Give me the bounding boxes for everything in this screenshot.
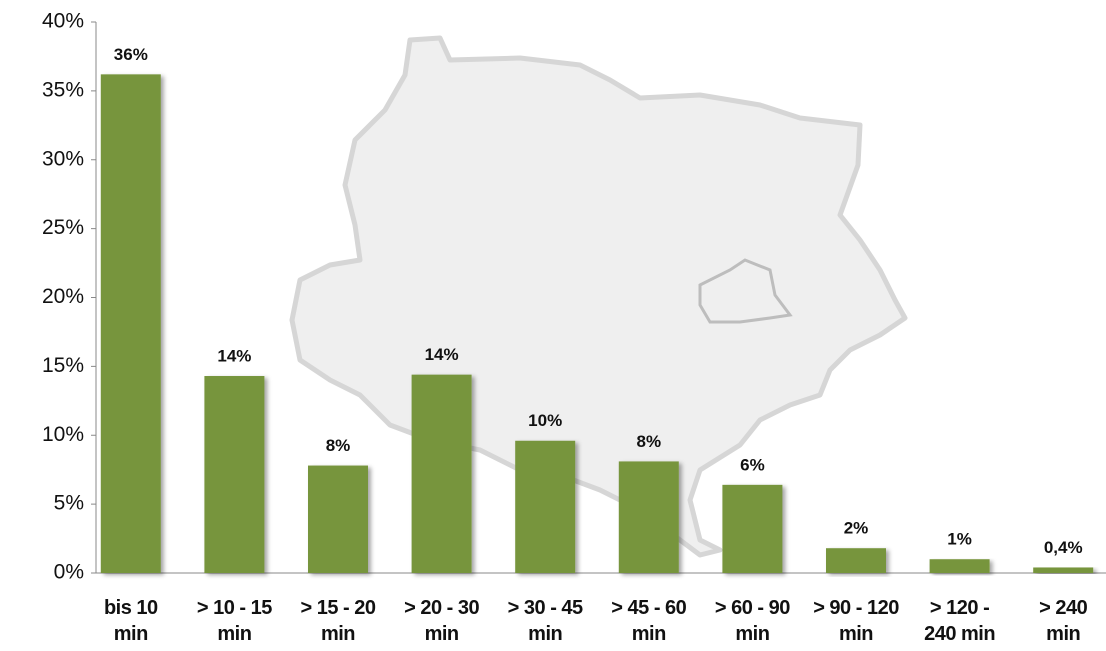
y-tick-label: 35%	[42, 78, 84, 101]
bar	[929, 559, 990, 573]
x-tick-label: > 120 - 240 min	[924, 597, 996, 645]
y-tick-label: 5%	[54, 492, 84, 515]
x-tick-label: > 10 - 15 min	[196, 597, 273, 645]
map-background	[289, 35, 908, 558]
bar	[515, 440, 576, 573]
bar	[100, 74, 161, 573]
value-label: 8%	[637, 432, 662, 451]
bar	[308, 465, 368, 573]
map-inner-region	[698, 258, 793, 324]
value-label: 1%	[947, 530, 972, 549]
y-tick-label: 40%	[42, 10, 84, 33]
bar	[722, 484, 783, 573]
value-label: 14%	[425, 345, 459, 364]
x-tick-label: > 20 - 30 min	[404, 597, 480, 645]
bar	[1033, 567, 1094, 573]
y-tick-label: 15%	[42, 354, 84, 377]
bar	[411, 374, 472, 573]
bar	[826, 548, 886, 573]
x-tick-label: > 60 - 90 min	[714, 597, 791, 645]
x-tick-label: > 15 - 20 min	[300, 597, 376, 645]
value-label: 8%	[326, 436, 351, 455]
value-label: 36%	[114, 45, 148, 64]
x-tick-label: > 90 - 120 min	[813, 597, 899, 645]
y-tick-label: 0%	[54, 561, 84, 584]
x-tick-label: > 30 - 45 min	[507, 597, 584, 645]
y-tick-label: 30%	[42, 147, 84, 170]
x-tick-label: > 45 - 60 min	[611, 597, 687, 645]
value-label: 10%	[528, 411, 562, 430]
value-label: 14%	[217, 347, 251, 366]
value-label: 2%	[844, 519, 869, 538]
value-label: 0,4%	[1044, 538, 1083, 557]
x-tick-label: > 240 min	[1039, 597, 1088, 645]
bar	[204, 376, 265, 573]
y-tick-label: 25%	[42, 216, 84, 239]
y-tick-label: 10%	[42, 423, 84, 446]
y-tick-label: 20%	[42, 285, 84, 308]
bar	[618, 461, 679, 573]
x-tick-label: bis 10 min	[103, 597, 158, 645]
value-label: 6%	[740, 455, 765, 474]
